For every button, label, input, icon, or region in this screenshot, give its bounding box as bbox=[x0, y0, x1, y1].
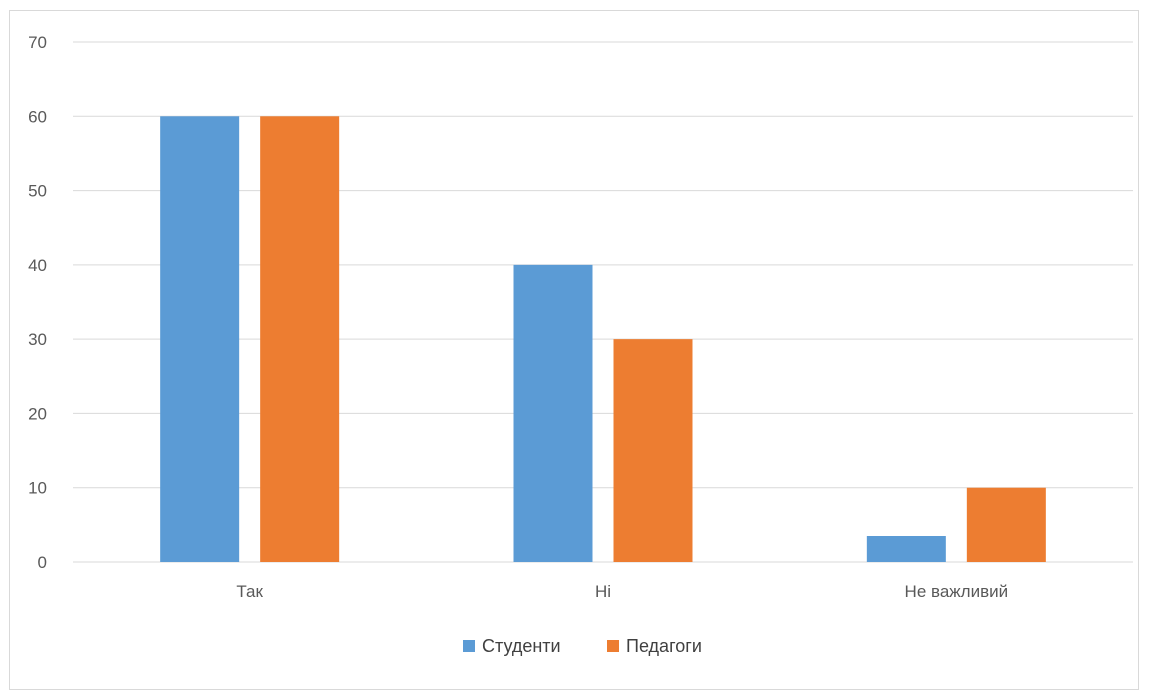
y-tick-label: 20 bbox=[28, 404, 47, 423]
y-axis-tick-labels: 0 10 20 30 40 50 60 70 bbox=[28, 33, 47, 572]
legend: Студенти Педагоги bbox=[463, 636, 702, 656]
legend-swatch bbox=[463, 640, 475, 652]
y-tick-label: 0 bbox=[38, 553, 47, 572]
bar-series-1 bbox=[513, 264, 593, 562]
bar-series-2 bbox=[260, 116, 340, 563]
y-tick-label: 70 bbox=[28, 33, 47, 52]
x-tick-label: Не важливий bbox=[905, 582, 1009, 601]
x-tick-label: Ні bbox=[595, 582, 611, 601]
bar-series-2 bbox=[613, 339, 693, 562]
bar-series-1 bbox=[866, 536, 946, 562]
x-tick-label: Так bbox=[236, 582, 263, 601]
y-tick-label: 10 bbox=[28, 479, 47, 498]
bar-series-2 bbox=[966, 487, 1046, 562]
gridlines bbox=[73, 41, 1133, 563]
y-tick-label: 60 bbox=[28, 107, 47, 126]
legend-label: Студенти bbox=[482, 636, 561, 656]
y-tick-label: 50 bbox=[28, 182, 47, 201]
legend-swatch bbox=[607, 640, 619, 652]
x-axis-tick-labels: Так Ні Не важливий bbox=[236, 582, 1008, 601]
bar-series-1 bbox=[160, 116, 240, 563]
y-tick-label: 30 bbox=[28, 330, 47, 349]
bars bbox=[160, 116, 1046, 563]
y-tick-label: 40 bbox=[28, 256, 47, 275]
legend-label: Педагоги bbox=[626, 636, 702, 656]
